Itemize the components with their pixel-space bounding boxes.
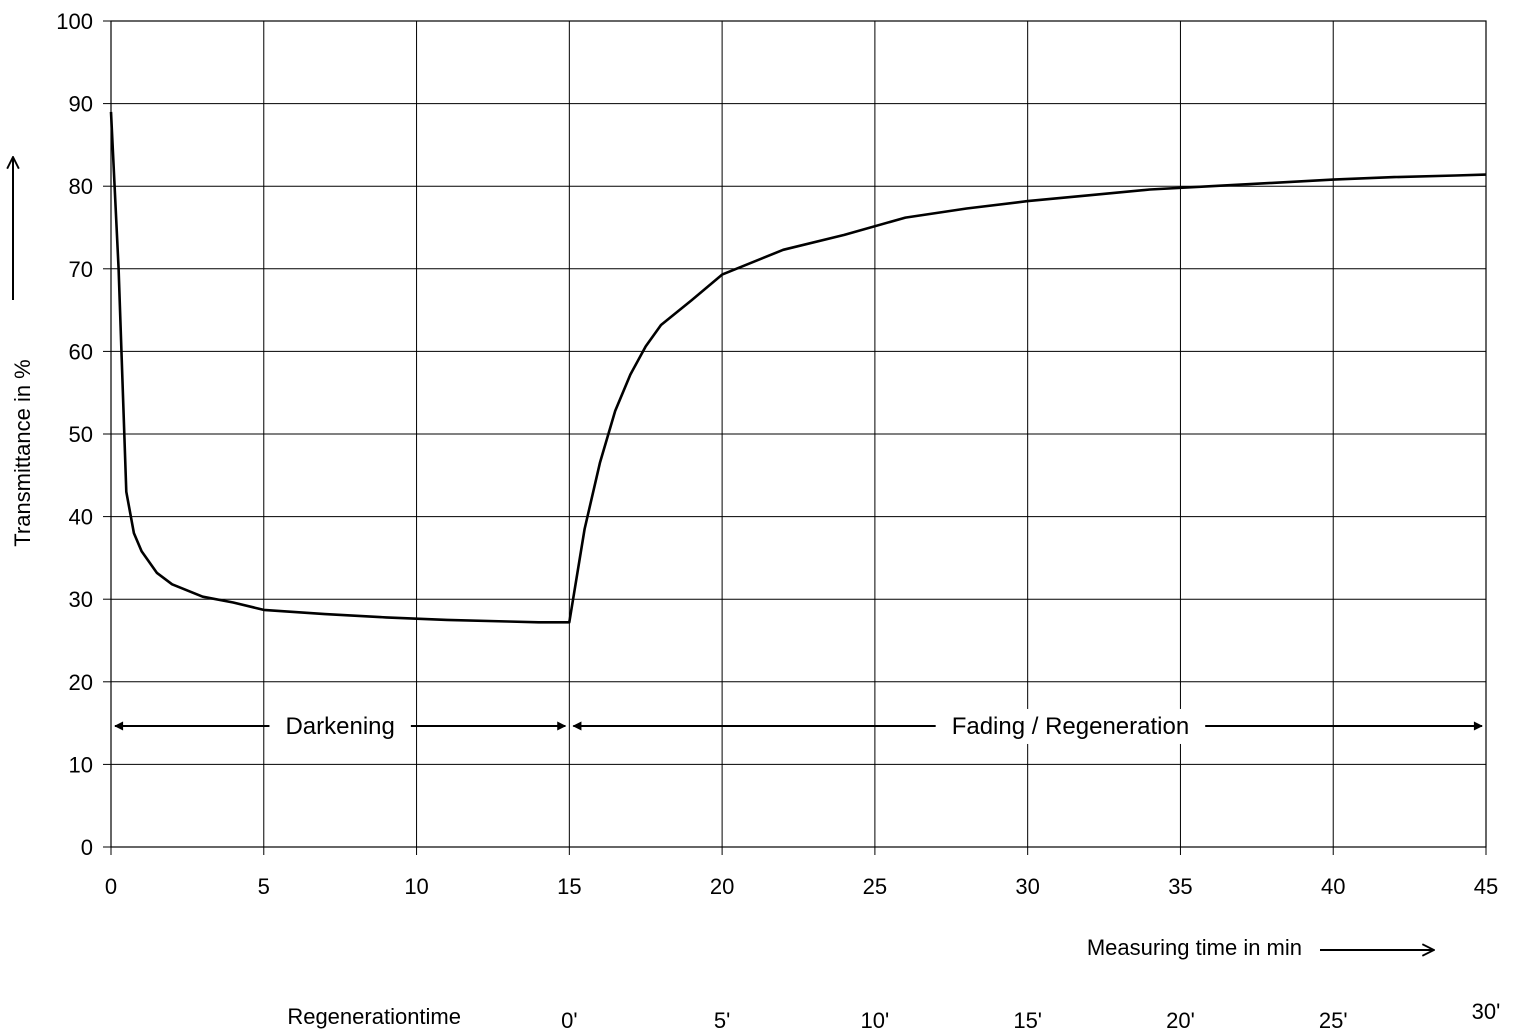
darkening-label: Darkening xyxy=(285,713,394,740)
y-tick-label: 100 xyxy=(56,9,93,34)
fading-regeneration-label: Fading / Regeneration xyxy=(952,713,1190,740)
x-tick-labels: 0 5 10 15 20 25 30 35 40 45 xyxy=(105,874,1498,899)
y-tick-label: 40 xyxy=(69,505,93,530)
y-tick-labels: 0 10 20 30 40 50 60 70 80 90 100 xyxy=(56,9,93,860)
regeneration-time-tick: 0' xyxy=(561,1008,577,1031)
y-tick-label: 80 xyxy=(69,174,93,199)
y-tick-label: 30 xyxy=(69,587,93,612)
x-tick-label: 10 xyxy=(404,874,428,899)
regeneration-time-tick: 20' xyxy=(1166,1008,1195,1031)
regeneration-time-tick: 5' xyxy=(714,1008,730,1031)
darkening-label-bg xyxy=(269,708,411,744)
y-tick-label: 70 xyxy=(69,257,93,282)
y-tick-label: 90 xyxy=(69,92,93,117)
regeneration-time-label: Regenerationtime xyxy=(287,1004,461,1029)
y-tick-label: 50 xyxy=(69,422,93,447)
series-line-1 xyxy=(109,111,1487,624)
regeneration-time-tick: 15' xyxy=(1013,1008,1042,1031)
regeneration-time-tick: 10' xyxy=(861,1008,890,1031)
plot-frame xyxy=(110,20,1487,848)
annotations: Darkening Fading / Regeneration xyxy=(114,708,1483,744)
y-tick-label: 20 xyxy=(69,670,93,695)
regeneration-time-tick: 30' xyxy=(1472,999,1501,1024)
x-tick-label: 45 xyxy=(1474,874,1498,899)
x-tick-label: 40 xyxy=(1321,874,1345,899)
regeneration-time-ticks: 0' 5' 10' 15' 20' 25' 30' xyxy=(561,999,1500,1031)
x-tick-label: 20 xyxy=(710,874,734,899)
series-layer xyxy=(109,111,1487,624)
x-tick-label: 30 xyxy=(1015,874,1039,899)
y-tick-label: 10 xyxy=(69,752,93,777)
x-tick-label: 0 xyxy=(105,874,117,899)
x-tick-label: 15 xyxy=(557,874,581,899)
x-axis-title: Measuring time in min xyxy=(1087,935,1302,960)
fading-regeneration-label-bg xyxy=(935,708,1206,744)
regeneration-time-tick: 25' xyxy=(1319,1008,1348,1031)
x-tick-label: 5 xyxy=(258,874,270,899)
x-tick-label: 35 xyxy=(1168,874,1192,899)
y-axis-title: Transmittance in % xyxy=(10,359,35,546)
x-tick-label: 25 xyxy=(863,874,887,899)
y-tick-label: 0 xyxy=(81,835,93,860)
y-tick-label: 60 xyxy=(69,339,93,364)
